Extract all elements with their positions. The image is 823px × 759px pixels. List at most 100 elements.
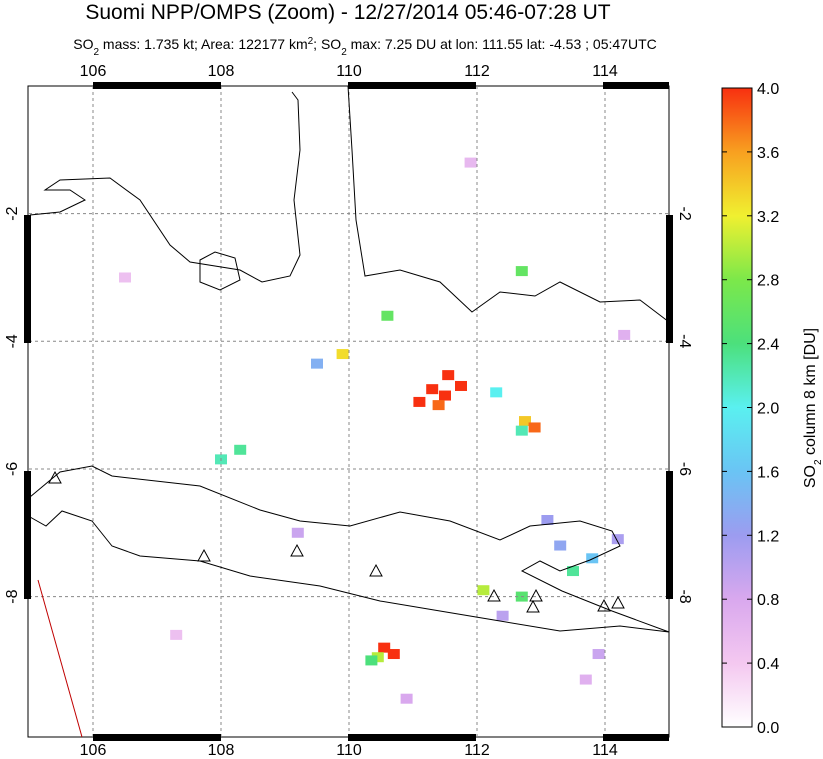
- frame-bar: [93, 82, 221, 89]
- so2-pixel: [515, 266, 528, 277]
- x-tick-label: 114: [592, 742, 618, 759]
- x-tick-label: 114: [592, 63, 618, 80]
- colorbar-tick-label: 0.8: [757, 592, 779, 609]
- volcano: [48, 470, 62, 484]
- y-tick-label: -6: [676, 462, 693, 476]
- volcanoes: [48, 470, 625, 613]
- so2-pixel: [611, 534, 624, 545]
- so2-pixel: [515, 425, 528, 436]
- x-tick-label: 112: [464, 63, 490, 80]
- frame-bar: [348, 82, 476, 89]
- volcano: [487, 588, 501, 602]
- coast: [29, 465, 670, 633]
- x-tick-label: 106: [80, 63, 107, 80]
- so2-pixel: [567, 566, 579, 577]
- y-tick-label: -6: [4, 462, 21, 476]
- y-tick-label: -2: [676, 207, 693, 221]
- so2-pixel: [579, 674, 592, 685]
- text-part: SO: [73, 36, 93, 52]
- so2-pixel: [490, 387, 503, 398]
- volcano: [526, 599, 540, 613]
- text-part: column 8 km [DU]: [802, 328, 819, 460]
- y-tick-label: -4: [4, 334, 21, 348]
- frame-bar: [24, 471, 31, 599]
- so2-pixel: [439, 390, 451, 401]
- frame-bar: [24, 215, 31, 343]
- text-part: mass: 1.735 kt; Area: 122177 km: [99, 36, 308, 52]
- so2-pixel: [464, 157, 477, 168]
- so2-pixel: [365, 655, 378, 666]
- map-layers: [29, 86, 669, 737]
- so2-pixel: [592, 649, 605, 660]
- frame-bar: [93, 734, 221, 741]
- volcano: [369, 563, 383, 577]
- frame-bars: [24, 82, 673, 741]
- volcano: [290, 543, 304, 557]
- chart-title: Suomi NPP/OMPS (Zoom) - 12/27/2014 05:46…: [85, 1, 610, 24]
- frame-bar: [603, 734, 669, 741]
- frame-bar: [666, 471, 673, 599]
- so2-pixel: [291, 527, 304, 538]
- colorbar-tick-label: 1.2: [757, 528, 779, 545]
- script-text: 2: [308, 36, 314, 47]
- colorbar-tick-label: 2.8: [757, 273, 779, 290]
- script-text: 2: [341, 47, 347, 58]
- so2-pixel: [554, 540, 567, 551]
- so2-pixel: [381, 310, 394, 321]
- so2-pixel: [336, 349, 349, 360]
- so2-pixel: [413, 396, 426, 407]
- x-tick-label: 110: [336, 742, 362, 759]
- so2-pixel: [541, 515, 554, 525]
- frame-bar: [603, 82, 669, 89]
- x-tick-label: 108: [208, 742, 235, 759]
- x-tick-label: 106: [80, 742, 107, 759]
- colorbar-tick-label: 2.0: [757, 401, 779, 418]
- so2-pixel: [387, 649, 400, 660]
- colorbar-tick-label: 4.0: [757, 81, 779, 98]
- colorbar-tick-label: 0.4: [757, 656, 779, 673]
- so2-pixel: [586, 553, 599, 564]
- so2-pixel: [496, 610, 509, 621]
- so2-pixel: [234, 444, 247, 455]
- so2-pixel: [455, 380, 467, 391]
- script-text: 2: [93, 47, 99, 58]
- so2-pixel: [371, 652, 384, 663]
- y-tick-label: -8: [4, 589, 21, 603]
- coast: [199, 251, 241, 291]
- x-tick-label: 112: [464, 742, 490, 759]
- coast: [347, 85, 670, 323]
- coastlines: [29, 85, 670, 633]
- so2-pixel: [432, 400, 445, 411]
- y-tick-label: -2: [4, 206, 21, 220]
- text-part: max: 7.25 DU at lon: 111.55 lat: -4.53 ;…: [347, 36, 657, 52]
- colorbar-tick-label: 3.2: [757, 209, 779, 226]
- x-tick-label: 110: [336, 63, 362, 80]
- so2-pixel: [378, 642, 391, 653]
- so2-pixel: [119, 272, 131, 283]
- so2-pixel: [528, 422, 541, 433]
- coast: [29, 91, 301, 283]
- x-tick-label: 108: [208, 63, 235, 80]
- so2-pixel: [519, 416, 531, 427]
- colorbar-tick-label: 0.0: [757, 720, 779, 737]
- y-tick-label: -8: [676, 589, 693, 603]
- colorbar-tick-label: 3.6: [757, 145, 779, 162]
- text-part: ; SO: [313, 36, 341, 52]
- so2-pixel: [311, 358, 323, 369]
- so2-pixel: [170, 629, 183, 640]
- frame-bar: [348, 734, 476, 741]
- text-part: SO: [802, 465, 819, 488]
- volcano: [529, 588, 543, 602]
- colorbar-tick-label: 2.4: [757, 337, 779, 354]
- volcano: [597, 598, 611, 612]
- so2-pixel: [400, 693, 413, 704]
- so2-pixel: [426, 384, 439, 395]
- orbit-line: [37, 579, 83, 738]
- so2-pixel: [618, 329, 631, 340]
- so2-pixel: [477, 585, 490, 596]
- colorbar-label: SO2 column 8 km [DU]: [802, 328, 823, 488]
- frame-bar: [666, 215, 673, 343]
- script-text: 2: [813, 459, 823, 465]
- colorbar-tick-label: 1.6: [757, 464, 779, 481]
